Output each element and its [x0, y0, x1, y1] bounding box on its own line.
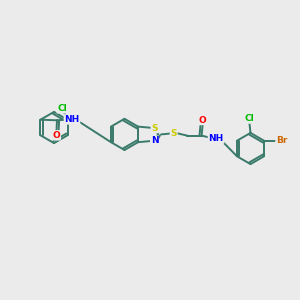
Text: NH: NH — [64, 115, 80, 124]
Text: NH: NH — [208, 134, 224, 143]
Text: Cl: Cl — [57, 104, 67, 113]
Text: Cl: Cl — [244, 114, 254, 123]
Text: O: O — [199, 116, 207, 124]
Text: O: O — [52, 131, 60, 140]
Text: S: S — [151, 124, 158, 133]
Text: Br: Br — [276, 136, 287, 145]
Text: N: N — [151, 136, 158, 145]
Text: S: S — [170, 129, 177, 138]
